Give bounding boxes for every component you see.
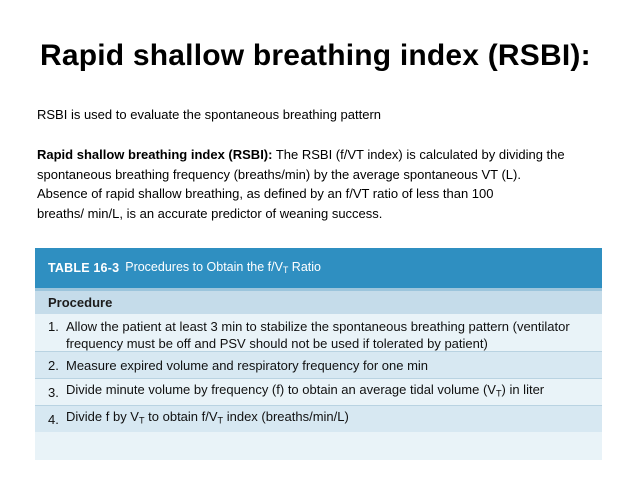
row-text-post: ) in liter (501, 382, 545, 398)
row-number: 4. (48, 411, 59, 427)
row-text-sub: T (138, 415, 145, 426)
row-number: 2. (48, 357, 59, 373)
procedure-table: TABLE 16-3 Procedures to Obtain the f/VT… (35, 248, 602, 460)
table-row: 1. Allow the patient at least 3 min to s… (35, 314, 602, 351)
row-text: Measure expired volume and respiratory f… (66, 357, 429, 373)
row-text-post: index (breaths/min/L) (223, 409, 349, 425)
intro-text: RSBI is used to evaluate the spontaneous… (37, 107, 382, 122)
row-text-sub: T (495, 388, 502, 399)
caption-pre: Procedures to Obtain the f/V (125, 260, 283, 275)
definition-paragraph: Rapid shallow breathing index (RSBI): Th… (37, 145, 622, 223)
definition-line-2: spontaneous breathing frequency (breaths… (37, 166, 521, 182)
definition-line-1-text: The RSBI (f/VT index) is calculated by d… (272, 147, 565, 162)
table-number: TABLE 16-3 (48, 261, 120, 275)
row-text-pre: Divide f by V (66, 409, 139, 425)
slide-title: Rapid shallow breathing index (RSBI): (40, 39, 591, 72)
table-row: 4. Divide f by VT to obtain f/VT index (… (35, 405, 602, 432)
row-number: 1. (48, 319, 59, 334)
table-row: 2. Measure expired volume and respirator… (35, 351, 602, 378)
row-text-mid: to obtain f/V (144, 409, 218, 425)
row-text: Divide f by VT to obtain f/VT index (bre… (66, 408, 602, 429)
row-text: Allow the patient at least 3 min to stab… (66, 318, 602, 351)
row-text-line-1: Allow the patient at least 3 min to stab… (66, 319, 570, 334)
row-text-line-2: frequency must be off and PSV should not… (66, 336, 488, 351)
caption-post: Ratio (288, 260, 321, 275)
row-number: 3. (48, 384, 59, 400)
definition-term: Rapid shallow breathing index (RSBI): (37, 147, 273, 162)
table-row: 3. Divide minute volume by frequency (f)… (35, 378, 602, 405)
definition-line-3: Absence of rapid shallow breathing, as d… (37, 186, 494, 201)
caption-sub: T (282, 265, 289, 276)
definition-line-4: breaths/ min/L, is an accurate predictor… (37, 205, 383, 221)
table-caption: TABLE 16-3 Procedures to Obtain the f/VT… (35, 248, 602, 291)
row-text-pre: Divide minute volume by frequency (f) to… (66, 382, 496, 398)
definition-line-1: Rapid shallow breathing index (RSBI): Th… (37, 145, 622, 165)
row-text-sub-2: T (217, 415, 224, 426)
row-text: Divide minute volume by frequency (f) to… (66, 381, 602, 402)
column-header: Procedure (35, 291, 602, 314)
table-caption-text: Procedures to Obtain the f/VT Ratio (125, 260, 321, 275)
